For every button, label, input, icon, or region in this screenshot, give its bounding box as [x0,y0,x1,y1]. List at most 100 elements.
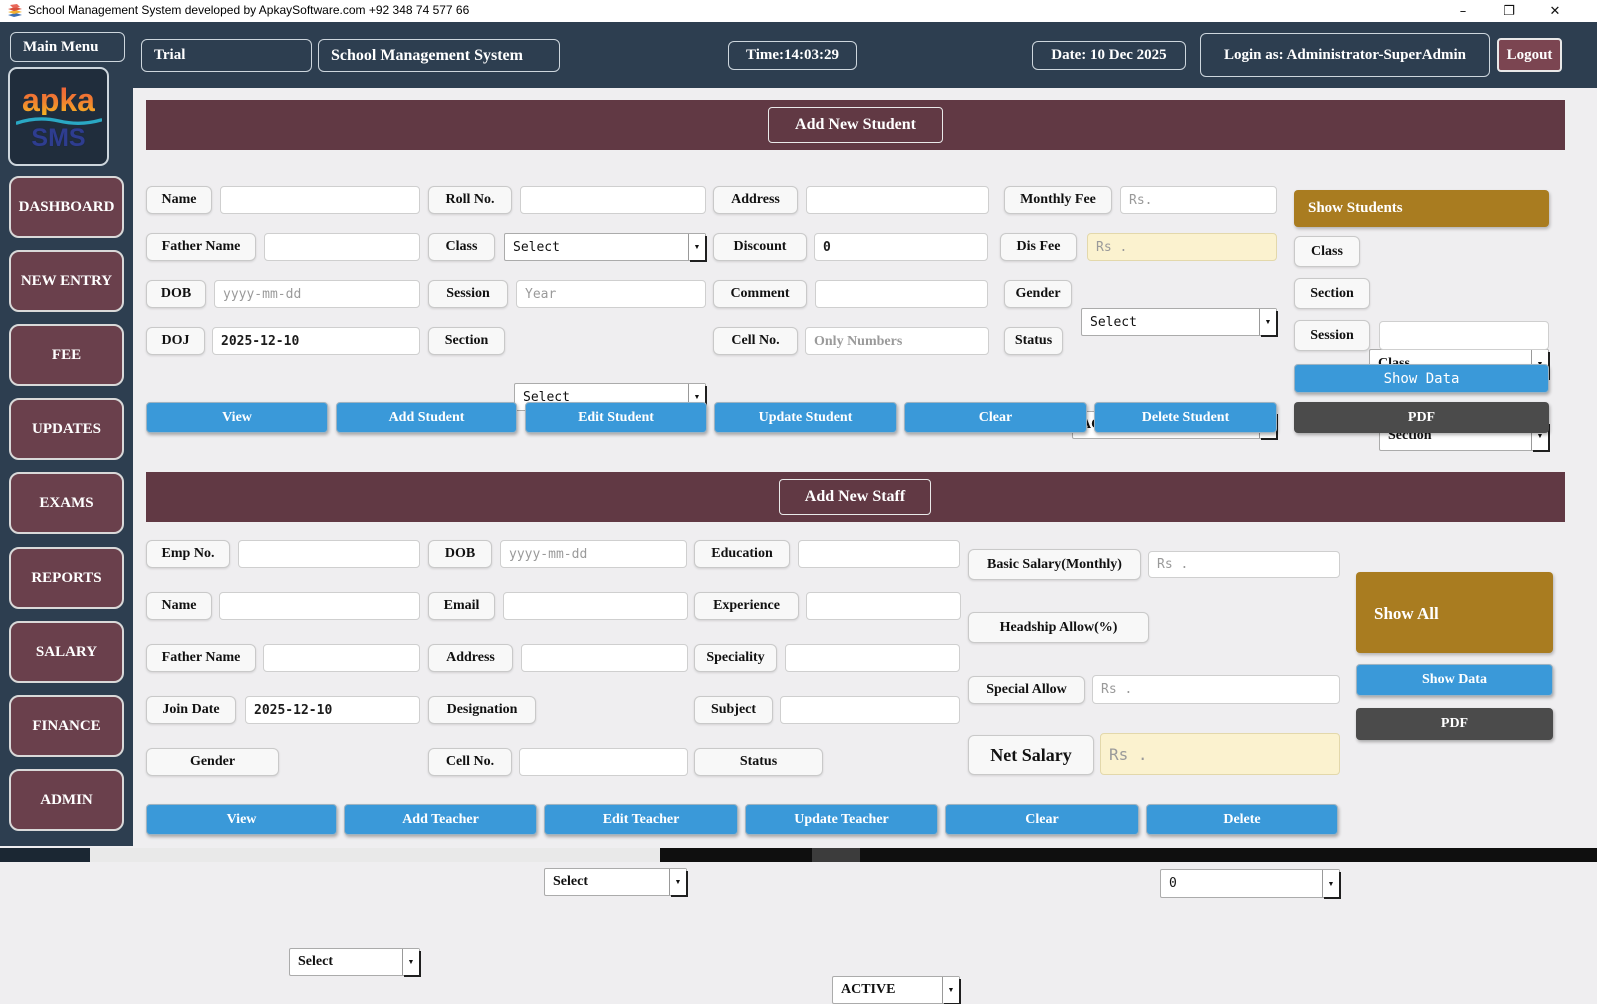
chevron-down-icon: ▼ [1322,870,1339,897]
staff-experience-input[interactable] [806,592,961,620]
horizontal-scrollbar-thumb[interactable] [90,848,660,862]
staff-email-input[interactable] [503,592,688,620]
student-session-input[interactable] [516,280,706,308]
date-display: Date: 10 Dec 2025 [1032,41,1186,70]
sidebar-item-updates[interactable]: UPDATES [9,398,124,460]
staff-headship-allow-label: Headship Allow(%) [968,612,1149,643]
sidebar-item-reports[interactable]: REPORTS [9,547,124,609]
student-roll-label: Roll No. [428,186,512,214]
delete-student-button[interactable]: Delete Student [1094,402,1277,433]
staff-father-input[interactable] [263,644,420,672]
student-name-input[interactable] [220,186,420,214]
student-dob-input[interactable] [214,280,420,308]
sidebar-item-new-entry[interactable]: NEW ENTRY [9,250,124,312]
add-new-student-button[interactable]: Add New Student [768,107,943,143]
add-student-button[interactable]: Add Student [336,402,517,433]
staff-special-allow-input[interactable] [1092,675,1340,704]
sidebar-item-finance[interactable]: FINANCE [9,695,124,757]
staff-subject-input[interactable] [780,696,960,724]
student-status-label: Status [1004,327,1063,355]
staff-address-label: Address [428,644,513,672]
staff-gender-select[interactable]: Select ▼ [289,948,420,976]
student-roll-input[interactable] [520,186,706,214]
show-students-button[interactable]: Show Students [1294,190,1549,227]
staff-subject-label: Subject [694,696,773,724]
window-titlebar: School Management System developed by Ap… [0,0,1597,22]
panel-class-label: Class [1294,236,1360,267]
student-address-input[interactable] [806,186,989,214]
student-view-button[interactable]: View [146,402,328,433]
student-class-select[interactable]: Select ▼ [504,233,706,261]
sidebar-item-fee[interactable]: FEE [9,324,124,386]
student-monthly-fee-label: Monthly Fee [1004,186,1112,214]
student-session-label: Session [428,280,508,308]
student-gender-label: Gender [1004,280,1072,308]
logo-wave-icon [15,116,102,125]
student-comment-input[interactable] [815,280,988,308]
staff-emp-input[interactable] [238,540,420,568]
staff-headship-allow-select[interactable]: 0 ▼ [1160,869,1340,898]
close-button[interactable]: ✕ [1549,3,1561,19]
staff-net-salary-label: Net Salary [968,735,1094,775]
student-cell-label: Cell No. [713,327,798,355]
add-new-staff-button[interactable]: Add New Staff [779,479,931,515]
sidebar-item-salary[interactable]: SALARY [9,621,124,683]
sidebar-item-exams[interactable]: EXAMS [9,472,124,534]
staff-education-input[interactable] [798,540,960,568]
staff-education-label: Education [694,540,790,568]
student-doj-input[interactable] [212,327,420,355]
student-show-data-button[interactable]: Show Data [1294,364,1549,393]
update-teacher-button[interactable]: Update Teacher [745,804,938,835]
logo-text-sms: SMS [31,123,86,152]
student-address-label: Address [713,186,798,214]
staff-view-button[interactable]: View [146,804,337,835]
student-gender-select[interactable]: Select ▼ [1081,308,1277,336]
staff-basic-salary-input[interactable] [1148,551,1340,578]
logout-button[interactable]: Logout [1497,38,1562,72]
student-name-label: Name [146,186,212,214]
staff-special-allow-label: Special Allow [968,676,1085,704]
staff-designation-select[interactable]: Select ▼ [544,868,687,896]
edit-teacher-button[interactable]: Edit Teacher [544,804,738,835]
staff-net-salary-input[interactable] [1100,733,1340,775]
login-as-display: Login as: Administrator-SuperAdmin [1200,33,1490,77]
staff-gender-label: Gender [146,748,279,776]
student-pdf-button[interactable]: PDF [1294,402,1549,433]
staff-show-data-button[interactable]: Show Data [1356,664,1553,696]
minimize-button[interactable]: – [1459,3,1467,19]
show-all-button[interactable]: Show All [1356,572,1553,653]
edit-student-button[interactable]: Edit Student [525,402,707,433]
staff-pdf-button[interactable]: PDF [1356,708,1553,740]
student-father-input[interactable] [264,233,420,261]
student-discount-input[interactable] [814,233,988,261]
sidebar-item-dashboard[interactable]: DASHBOARD [9,176,124,238]
staff-speciality-input[interactable] [785,644,960,672]
student-cell-input[interactable] [805,327,989,355]
add-teacher-button[interactable]: Add Teacher [344,804,537,835]
staff-designation-label: Designation [428,696,536,724]
sidebar-item-admin[interactable]: ADMIN [9,769,124,831]
staff-status-select[interactable]: ACTIVE ▼ [832,976,960,1004]
staff-name-input[interactable] [219,592,420,620]
staff-dob-label: DOB [428,540,492,568]
horizontal-scrollbar-track[interactable] [660,848,1597,862]
staff-name-label: Name [146,592,212,620]
staff-join-date-input[interactable] [245,696,420,724]
student-class-label: Class [428,233,495,261]
staff-clear-button[interactable]: Clear [945,804,1139,835]
student-clear-button[interactable]: Clear [904,402,1087,433]
staff-father-label: Father Name [146,644,256,672]
student-monthly-fee-input[interactable] [1120,186,1277,214]
logo-text-apka: apka [22,81,95,118]
staff-cell-input[interactable] [519,748,688,776]
app-icon [8,4,22,17]
panel-session-input[interactable] [1379,321,1549,350]
main-menu-button[interactable]: Main Menu [10,32,125,62]
staff-dob-input[interactable] [500,540,687,568]
staff-address-input[interactable] [521,644,688,672]
update-student-button[interactable]: Update Student [714,402,897,433]
student-dis-fee-input[interactable] [1087,233,1277,261]
app-title: School Management System [318,39,560,72]
delete-teacher-button[interactable]: Delete [1146,804,1338,835]
restore-button[interactable]: ❐ [1503,3,1515,19]
